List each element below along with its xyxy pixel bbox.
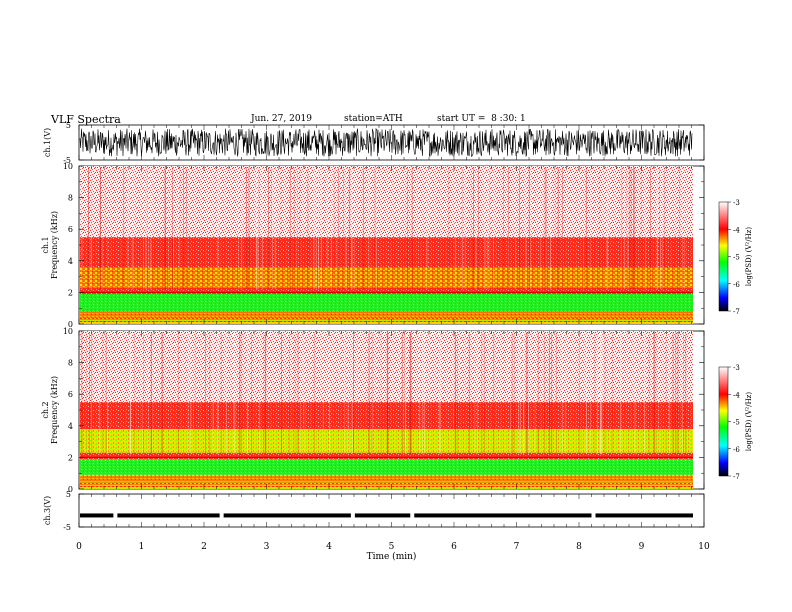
- x-axis-label: Time (min): [367, 551, 417, 562]
- ch1-spec-ytick-label: 4: [68, 257, 73, 266]
- ch1-spec-band: [80, 237, 693, 268]
- ch1-spec-ytick-label: 8: [68, 194, 73, 203]
- ch1-spec-ylabel: Frequency (kHz): [50, 211, 59, 279]
- ch1-spec-band: [80, 317, 693, 324]
- figure-title: VLF Spectra: [51, 113, 121, 126]
- ch1-spec-ytick-label: 6: [68, 225, 73, 234]
- start-time-label: start UT = 8 :30: 1: [437, 114, 526, 124]
- ch3-waveform-gap: [350, 512, 355, 519]
- ch1-spec-band: [80, 287, 693, 294]
- ch1-spec-colorbar-label: -6: [733, 281, 740, 289]
- ch1-spec-colorbar: [718, 201, 729, 312]
- ch1-spec-band: [80, 166, 693, 238]
- x-tick-label: 10: [698, 542, 710, 552]
- ch2-spec-band: [80, 481, 693, 489]
- ch3-waveform-gap: [113, 512, 118, 519]
- x-tick-label: 7: [514, 542, 520, 552]
- ch1-wave-ytick-label: -5: [63, 156, 71, 165]
- ch2-spec-colorbar-label: -3: [733, 364, 740, 372]
- ch3-wave-ytick-label: 5: [66, 490, 71, 499]
- ch2-spec-band: [80, 428, 693, 453]
- ch2-spec-ytick-label: 10: [63, 327, 73, 336]
- ch1-spec-colorbar-label: -4: [733, 226, 740, 234]
- ch2-spec-ytick-label: 2: [68, 453, 73, 462]
- x-tick-label: 6: [451, 542, 457, 552]
- ch2-spec-band: [80, 331, 693, 403]
- ch1-spec-colorbar-label: -3: [733, 199, 740, 207]
- ch3-wave-ytick-label: -5: [63, 523, 71, 532]
- x-tick-label: 4: [326, 542, 332, 552]
- ch2-spec-colorbar-label: -4: [733, 391, 740, 399]
- ch1-spec-band: [80, 267, 693, 288]
- ch1-spec-ytick-label: 0: [68, 320, 73, 329]
- ch1-spec-colorbar-title: log(PSD) (V²/Hz): [745, 227, 753, 286]
- x-tick-label: 3: [264, 542, 270, 552]
- ch2-spec-colorbar-label: -6: [733, 446, 740, 454]
- ch1-waveform-line: [79, 127, 693, 158]
- ch2-spec-colorbar: [718, 366, 729, 477]
- x-tick-label: 9: [639, 542, 645, 552]
- ch2-spec-band: [80, 452, 693, 459]
- x-tick-label: 0: [76, 542, 82, 552]
- date-label: Jun. 27, 2019: [251, 114, 313, 124]
- ch3-waveform-gap: [591, 512, 596, 519]
- ch2-spec-colorbar-label: -7: [733, 473, 740, 481]
- x-tick-label: 2: [201, 542, 207, 552]
- ch1-spec-band: [80, 311, 693, 318]
- ch1-wave-ylabel: ch.1(V): [43, 128, 52, 157]
- ch3-waveform-gap: [410, 512, 415, 519]
- ch2-spec-ytick-label: 4: [68, 422, 73, 431]
- ch2-spec-ytick-label: 8: [68, 359, 73, 368]
- ch1-spec-colorbar-label: -7: [733, 308, 740, 316]
- ch1-spec-ytick-label: 10: [63, 162, 73, 171]
- ch3-waveform-line: [80, 513, 693, 518]
- ch2-spec-ytick-label: 0: [68, 485, 73, 494]
- ch1-spec-channel-label: ch.1: [41, 236, 50, 253]
- ch2-spec-ytick-label: 6: [68, 390, 73, 399]
- ch1-wave-ytick-label: 5: [66, 121, 71, 130]
- ch1-spec-band: [80, 293, 693, 312]
- ch2-spec-band: [80, 402, 693, 429]
- ch1-spec-colorbar-label: -5: [733, 254, 740, 262]
- x-tick-label: 1: [139, 542, 145, 552]
- ch2-spec-colorbar-title: log(PSD) (V²/Hz): [745, 392, 753, 451]
- ch1-spec-ytick-label: 2: [68, 288, 73, 297]
- ch2-spec-ylabel: Frequency (kHz): [50, 376, 59, 444]
- ch3-waveform-gap: [219, 512, 224, 519]
- ch2-spec-band: [80, 458, 693, 475]
- ch3-wave-ylabel: ch.3(V): [43, 496, 52, 525]
- ch2-spec-colorbar-label: -5: [733, 419, 740, 427]
- x-tick-label: 5: [389, 542, 395, 552]
- ch2-spec-band: [80, 474, 693, 482]
- ch2-spec-channel-label: ch.2: [41, 401, 50, 418]
- data-layer: [79, 127, 693, 519]
- x-tick-label: 8: [576, 542, 582, 552]
- station-label: station=ATH: [344, 114, 403, 124]
